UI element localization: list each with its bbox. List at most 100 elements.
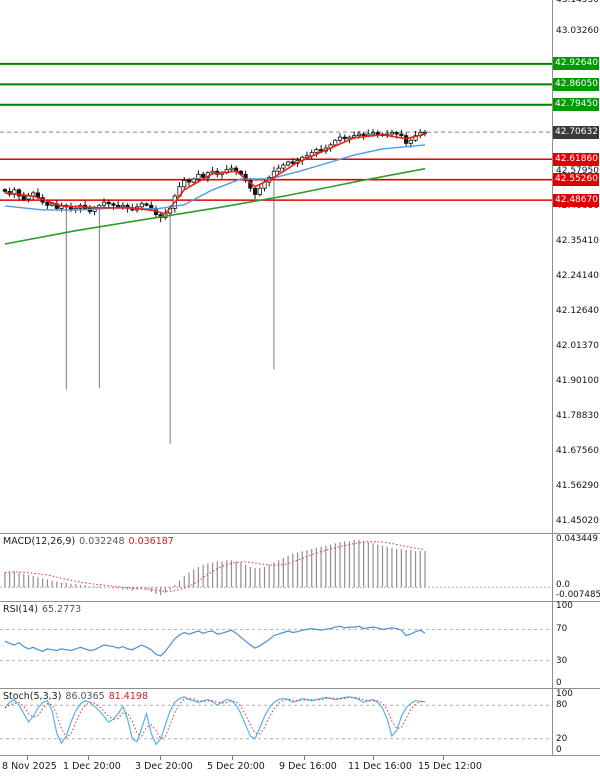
price-label: 41.90100 xyxy=(556,376,599,387)
stoch-name: Stoch(5,3,3) xyxy=(3,691,62,702)
indicator-axis-label: 0.043449 xyxy=(556,534,598,544)
ma-fast-line xyxy=(4,133,426,215)
candle-body xyxy=(201,173,206,178)
time-tick xyxy=(373,756,374,760)
candle-body xyxy=(314,149,319,154)
main-chart-canvas[interactable] xyxy=(0,0,552,533)
macd-signal-line xyxy=(4,541,426,592)
price-label: 41.78830 xyxy=(556,410,599,421)
panel-separator xyxy=(0,755,600,756)
indicator-axis-label: 100 xyxy=(556,601,573,611)
candle-body xyxy=(16,189,22,197)
time-label: 1 Dec 20:00 xyxy=(63,761,121,772)
resistance-level-badge: 42.92640 xyxy=(553,57,599,71)
candle-body xyxy=(50,203,55,206)
rsi-line xyxy=(4,625,426,657)
level-lines-green xyxy=(0,62,552,106)
panel-separator xyxy=(0,601,600,602)
candle-body xyxy=(304,155,310,158)
time-tick xyxy=(232,756,233,760)
price-label: 41.56290 xyxy=(556,480,599,491)
support-level-badge: 42.48670 xyxy=(553,193,599,207)
macd-panel-canvas[interactable] xyxy=(0,534,552,600)
candle-body xyxy=(408,139,413,144)
candle-body xyxy=(45,201,50,206)
indicator-axis-label: 0 xyxy=(556,745,562,755)
candle-body xyxy=(375,132,380,135)
candle-body xyxy=(290,161,295,164)
candle-body xyxy=(111,203,116,206)
ma-slow-line xyxy=(4,167,426,245)
indicator-axis-label: 80 xyxy=(556,700,568,710)
indicator-axis-label: 30 xyxy=(556,656,568,666)
time-tick xyxy=(304,756,305,760)
macd-value-signal: 0.036187 xyxy=(128,536,174,547)
candle-body xyxy=(92,207,97,212)
resistance-level-badge: 42.86050 xyxy=(553,77,599,91)
candle-body xyxy=(370,132,376,135)
rsi-value: 65.2773 xyxy=(41,604,82,615)
candle-body xyxy=(394,132,399,135)
candle-body xyxy=(252,187,258,195)
price-label: 42.35410 xyxy=(556,235,599,246)
candle-body xyxy=(210,170,215,174)
macd-value-main: 0.032248 xyxy=(79,536,125,547)
indicator-axis-label: 20 xyxy=(556,734,568,744)
candle-body xyxy=(361,133,366,136)
candle-body xyxy=(356,133,362,136)
candle-body xyxy=(186,180,192,183)
candle-body xyxy=(389,132,395,135)
candle-body xyxy=(116,204,121,208)
time-label: 5 Dec 20:00 xyxy=(207,761,265,772)
panel-separator xyxy=(0,688,600,689)
candle-body xyxy=(319,149,324,152)
price-label-cut: 43.14530 xyxy=(556,0,599,5)
ma-mid-line xyxy=(4,144,426,211)
price-label: 43.03260 xyxy=(556,25,599,36)
candle-body xyxy=(399,133,404,136)
panel-separator xyxy=(0,533,600,534)
price-label: 41.45020 xyxy=(556,515,599,526)
indicator-axis-label: 0 xyxy=(556,678,562,688)
support-level-badge: 42.61860 xyxy=(553,152,599,166)
candle-body xyxy=(144,203,149,206)
support-level-badge: 42.55260 xyxy=(553,173,599,187)
time-tick xyxy=(27,756,28,760)
macd-label: MACD(12,26,9) 0.032248 0.036187 xyxy=(3,536,174,547)
time-tick xyxy=(160,756,161,760)
indicator-axis-label: 100 xyxy=(556,689,573,699)
candle-body xyxy=(337,136,343,141)
candle-body xyxy=(106,201,111,205)
stoch-value-d: 81.4198 xyxy=(108,691,148,702)
candle-body xyxy=(2,189,8,192)
price-label: 42.57950 xyxy=(556,165,599,176)
candle-body xyxy=(229,167,234,171)
candle-body xyxy=(342,136,347,140)
time-tick xyxy=(443,756,444,760)
indicator-axis-label: 0.0 xyxy=(556,580,570,590)
candle-body xyxy=(347,136,352,140)
price-label: 41.67560 xyxy=(556,445,599,456)
current-price-badge: 42.70632 xyxy=(553,125,599,139)
candle-body xyxy=(139,203,144,208)
price-axis-border xyxy=(552,0,553,755)
price-label: 42.24140 xyxy=(556,270,599,281)
candle-body xyxy=(191,178,196,183)
time-label: 3 Dec 20:00 xyxy=(135,761,193,772)
candle-body xyxy=(21,195,26,200)
candle-body xyxy=(196,173,201,180)
candle-body xyxy=(120,204,125,208)
candle-body xyxy=(422,131,428,134)
rsi-name: RSI(14) xyxy=(3,604,38,615)
stoch-panel-canvas[interactable] xyxy=(0,689,552,754)
stoch-k-line xyxy=(4,696,426,746)
candle-body xyxy=(149,204,154,209)
time-label: 15 Dec 12:00 xyxy=(418,761,482,772)
rsi-label: RSI(14) 65.2773 xyxy=(3,604,81,615)
time-tick xyxy=(88,756,89,760)
time-label: 8 Nov 2025 xyxy=(2,761,57,772)
level-lines-red xyxy=(0,158,552,201)
time-axis: 8 Nov 2025 1 Dec 20:00 3 Dec 20:00 5 Dec 20… xyxy=(0,756,600,777)
rsi-panel-canvas[interactable] xyxy=(0,602,552,687)
